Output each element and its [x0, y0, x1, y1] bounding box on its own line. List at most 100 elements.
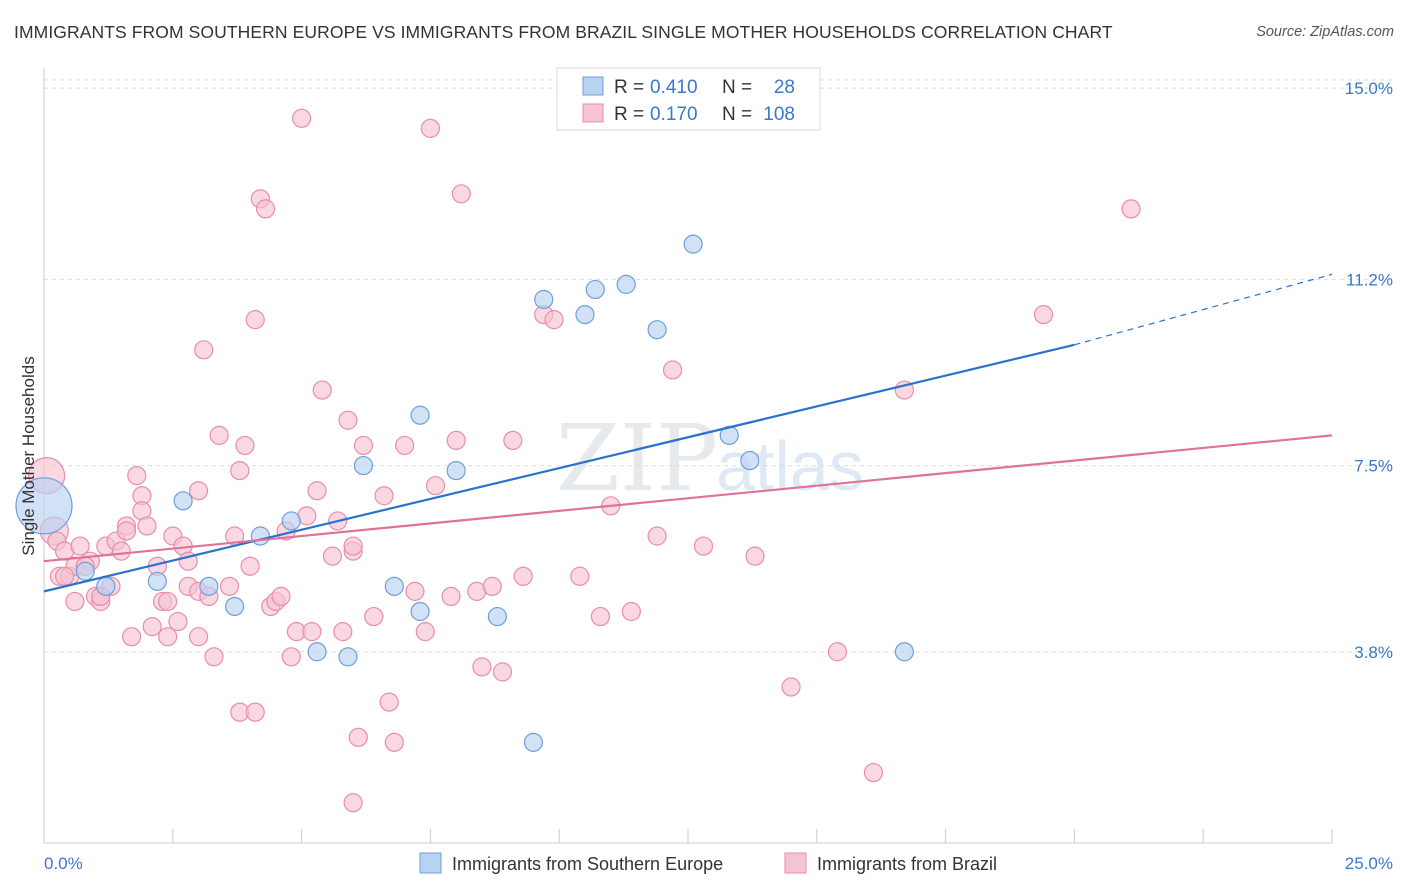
- y-tick-label: 11.2%: [1346, 270, 1393, 289]
- brazil-point: [158, 591, 178, 612]
- brazil-point: [245, 310, 265, 330]
- y-tick-label: 3.8%: [1354, 643, 1393, 662]
- southern-europe-point: [683, 234, 703, 254]
- southern-europe-point: [250, 526, 270, 546]
- trend-line-southern-europe-extension: [1074, 273, 1333, 346]
- southern-europe-point: [75, 561, 95, 581]
- brazil-point: [121, 627, 142, 647]
- brazil-point: [343, 536, 363, 556]
- brazil-point: [745, 546, 765, 566]
- legend-r-label-pink: R =: [614, 104, 644, 125]
- brazil-point: [281, 647, 301, 667]
- brazil-point: [127, 466, 147, 486]
- brazil-point: [425, 476, 446, 496]
- brazil-point: [503, 430, 523, 451]
- brazil-point: [693, 536, 714, 556]
- southern-europe-point: [894, 642, 914, 662]
- brazil-point: [70, 536, 90, 556]
- southern-europe-point: [523, 732, 544, 752]
- axis-layer: [43, 68, 1333, 844]
- southern-europe-point: [96, 576, 116, 596]
- brazil-point: [353, 435, 374, 456]
- brazil-point: [338, 410, 358, 430]
- legend-r-label-blue: R =: [614, 77, 644, 98]
- brazil-point: [111, 541, 131, 561]
- southern-europe-point: [15, 477, 73, 535]
- brazil-point: [482, 576, 502, 596]
- southern-europe-point: [307, 642, 327, 662]
- brazil-point: [451, 184, 471, 204]
- brazil-point: [230, 460, 250, 481]
- brazil-point: [348, 727, 368, 747]
- watermark-atlas: atlas: [716, 427, 864, 505]
- y-tick-label: 15.0%: [1345, 79, 1393, 98]
- brazil-point: [1033, 304, 1054, 325]
- brazil-point: [204, 647, 224, 667]
- bottom-legend-label-pink: Immigrants from Brazil: [817, 854, 997, 874]
- legend-n-label-blue: N =: [722, 77, 752, 98]
- southern-europe-point: [147, 571, 167, 591]
- brazil-point: [1121, 199, 1141, 219]
- southern-europe-point: [225, 596, 245, 617]
- southern-europe-point: [199, 576, 219, 596]
- watermark-zip: ZIP: [556, 405, 718, 512]
- trend-line-brazil: [43, 434, 1333, 563]
- brazil-point: [343, 793, 363, 813]
- legend-swatch-blue: [582, 76, 604, 96]
- chart-title: IMMIGRANTS FROM SOUTHERN EUROPE VS IMMIG…: [14, 22, 1113, 42]
- zipatlas-watermark: ZIP atlas: [556, 405, 864, 512]
- brazil-point: [374, 486, 394, 506]
- southern-europe-point: [353, 455, 374, 476]
- brazil-point: [235, 435, 255, 456]
- brazil-point: [168, 611, 188, 632]
- trend-line-southern-europe: [43, 343, 1075, 593]
- legend-r-value-pink: 0.170: [650, 104, 698, 125]
- trend-lines: [43, 273, 1333, 593]
- brazil-point: [271, 586, 291, 607]
- y-tick-label: 7.5%: [1354, 457, 1393, 476]
- southern-europe-point: [575, 304, 595, 325]
- brazil-point: [446, 430, 466, 451]
- y-tick-labels: 3.8% 7.5% 11.2% 15.0%: [1345, 79, 1393, 662]
- legend-r-value-blue: 0.410: [650, 77, 698, 98]
- brazil-point: [621, 601, 641, 622]
- southern-europe-point: [410, 601, 430, 622]
- brazil-point: [142, 617, 162, 637]
- brazil-point: [333, 622, 353, 642]
- brazil-point: [188, 481, 209, 501]
- brazil-point: [255, 199, 276, 219]
- brazil-point: [116, 521, 137, 541]
- x-tick-labels: 0.0% 25.0%: [44, 854, 1393, 873]
- brazil-point: [405, 581, 425, 601]
- southern-europe-point: [446, 460, 466, 481]
- brazil-point: [240, 556, 260, 576]
- brazil-point: [570, 566, 590, 586]
- southern-europe-point: [281, 511, 301, 531]
- brazil-point: [590, 606, 611, 627]
- brazil-point: [188, 627, 209, 647]
- southern-europe-point: [173, 491, 193, 511]
- legend-n-value-pink: 108: [763, 104, 795, 125]
- southern-europe-point: [585, 279, 605, 300]
- brazil-point: [55, 566, 75, 586]
- brazil-point: [209, 425, 229, 445]
- brazil-point: [492, 662, 513, 682]
- brazil-point: [307, 481, 327, 501]
- brazil-point: [415, 622, 435, 642]
- brazil-point: [647, 526, 667, 546]
- brazil-point: [379, 692, 399, 712]
- series-legend: Immigrants from Southern Europe Immigran…: [419, 852, 997, 874]
- brazil-point: [395, 435, 415, 456]
- southern-europe-point: [740, 450, 760, 471]
- series-southern-europe-points: [15, 234, 914, 752]
- brazil-point: [322, 546, 343, 566]
- brazil-point: [219, 576, 240, 596]
- brazil-point: [137, 516, 157, 536]
- x-tick-label-min: 0.0%: [44, 854, 83, 873]
- bottom-legend-swatch-pink: [784, 852, 807, 874]
- southern-europe-point: [384, 576, 404, 596]
- brazil-point: [513, 566, 533, 586]
- bottom-legend-label-blue: Immigrants from Southern Europe: [452, 854, 723, 874]
- brazil-point: [158, 627, 178, 647]
